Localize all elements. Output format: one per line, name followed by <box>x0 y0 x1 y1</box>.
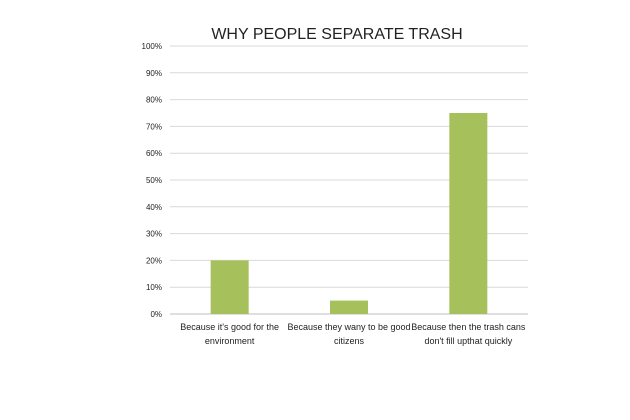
x-category-label: Because then the trash cans don't fill up… <box>411 322 526 346</box>
y-tick-label: 0% <box>150 310 162 319</box>
y-tick-label: 100% <box>142 42 162 51</box>
y-tick-label: 20% <box>146 256 162 265</box>
bar <box>210 260 249 314</box>
x-category-label: Because it's good for the environment <box>180 322 279 346</box>
y-tick-label: 10% <box>146 283 162 292</box>
y-tick-label: 70% <box>146 122 162 131</box>
x-category-label: Because they wany to be good citizens <box>287 322 410 346</box>
y-tick-label: 30% <box>146 230 162 239</box>
y-tick-label: 90% <box>146 69 162 78</box>
bar <box>330 300 368 314</box>
chart-title: WHY PEOPLE SEPARATE TRASH <box>211 26 462 43</box>
y-tick-label: 80% <box>146 96 162 105</box>
bars <box>210 113 488 314</box>
bar <box>449 113 488 314</box>
x-axis-labels: Because it's good for the environment Beca… <box>180 322 526 346</box>
y-tick-label: 40% <box>146 203 162 212</box>
y-axis-ticks: 0% 10% 20% 30% 40% 50% 60% 70% 80% 90% 100% <box>142 42 162 319</box>
y-tick-label: 60% <box>146 149 162 158</box>
y-tick-label: 50% <box>146 176 162 185</box>
